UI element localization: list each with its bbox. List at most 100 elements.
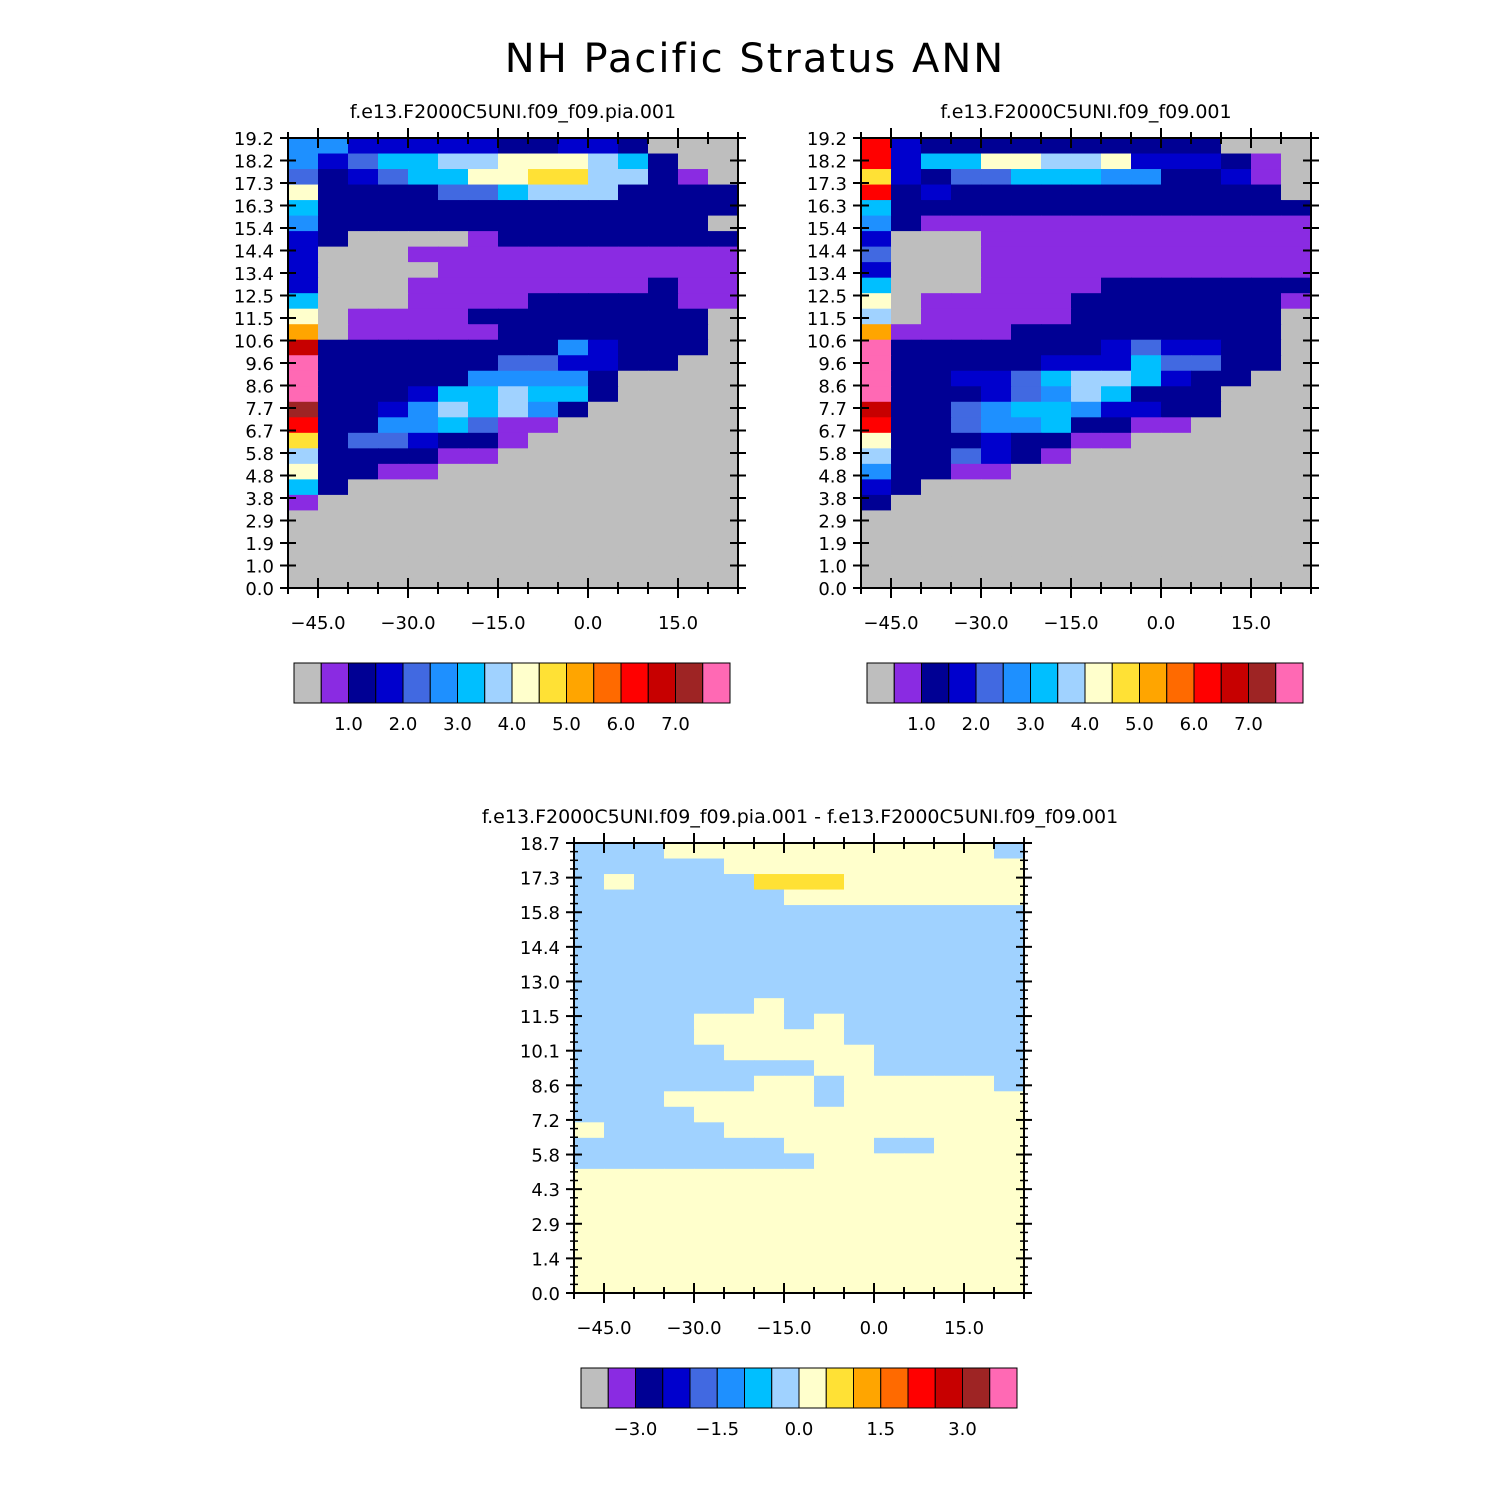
heatmap-cell — [378, 293, 409, 310]
heatmap-cell — [498, 324, 529, 341]
heatmap-cell — [634, 889, 665, 906]
heatmap-cell — [408, 510, 439, 527]
heatmap-cell — [694, 905, 725, 922]
heatmap-cell — [1191, 169, 1222, 186]
heatmap-cell — [981, 262, 1012, 279]
heatmap-cell — [678, 339, 709, 356]
heatmap-cell — [378, 262, 409, 279]
heatmap-cell — [891, 463, 922, 480]
heatmap-cell — [288, 262, 319, 279]
heatmap-cell — [1251, 262, 1282, 279]
heatmap-cell — [648, 184, 679, 201]
heatmap-cell — [1251, 370, 1282, 387]
y-tick-label: 1.4 — [531, 1249, 560, 1270]
heatmap-cell — [1251, 184, 1282, 201]
heatmap-cell — [588, 448, 619, 465]
colorbar-box — [1057, 662, 1086, 704]
heatmap-cell — [1101, 417, 1132, 434]
heatmap-cell — [468, 200, 499, 217]
heatmap-cell — [678, 169, 709, 186]
heatmap-cell — [934, 1215, 965, 1232]
heatmap-cell — [934, 1122, 965, 1139]
heatmap-cell — [468, 308, 499, 325]
heatmap-cell — [694, 1153, 725, 1170]
heatmap-cell — [618, 463, 649, 480]
heatmap-cell — [1101, 138, 1132, 155]
heatmap-cell — [604, 982, 635, 999]
heatmap-cell — [784, 1246, 815, 1263]
heatmap-cell — [678, 479, 709, 496]
y-tick-label: 1.0 — [245, 557, 274, 578]
heatmap-cell — [1191, 277, 1222, 294]
heatmap-cell — [1191, 370, 1222, 387]
heatmap-cell — [634, 1122, 665, 1139]
heatmap-cell — [408, 308, 439, 325]
heatmap-cell — [574, 967, 605, 984]
heatmap-cell — [891, 370, 922, 387]
heatmap-cell — [981, 184, 1012, 201]
heatmap-cell — [1251, 246, 1282, 263]
heatmap-cell — [981, 169, 1012, 186]
heatmap-cell — [1191, 215, 1222, 232]
heatmap-cell — [844, 1261, 875, 1279]
heatmap-cell — [438, 138, 469, 155]
heatmap-cell — [951, 463, 982, 480]
heatmap-cell — [1041, 169, 1072, 186]
heatmap-cell — [921, 370, 952, 387]
heatmap-cell — [1251, 417, 1282, 434]
heatmap-cell — [1041, 572, 1072, 589]
heatmap-cell — [574, 1261, 605, 1279]
heatmap-cell — [784, 1137, 815, 1154]
heatmap-cell — [1251, 525, 1282, 543]
heatmap-cell — [468, 215, 499, 232]
heatmap-cell — [618, 448, 649, 465]
heatmap-cell — [921, 138, 952, 155]
heatmap-cell — [844, 982, 875, 999]
heatmap-cell — [1041, 215, 1072, 232]
heatmap-cell — [378, 169, 409, 186]
heatmap-cell — [558, 308, 589, 325]
heatmap-cell — [288, 308, 319, 325]
heatmap-cell — [1221, 231, 1252, 248]
heatmap-cell — [498, 572, 529, 589]
heatmap-cell — [318, 525, 349, 543]
heatmap-cell — [694, 1184, 725, 1201]
heatmap-cell — [708, 169, 739, 186]
heatmap-cell — [724, 1029, 755, 1046]
heatmap-cell — [468, 169, 499, 186]
heatmap-cell — [408, 138, 439, 155]
heatmap-cell — [814, 1246, 845, 1263]
heatmap-cell — [348, 138, 379, 155]
heatmap-cell — [408, 401, 439, 418]
heatmap-cell — [378, 541, 409, 558]
heatmap-cell — [708, 184, 739, 201]
heatmap-cell — [498, 479, 529, 496]
heatmap-cell — [861, 231, 892, 248]
heatmap-cell — [904, 1137, 935, 1154]
heatmap-cell — [634, 982, 665, 999]
heatmap-cell — [1191, 200, 1222, 217]
heatmap-cell — [1251, 448, 1282, 465]
heatmap-cell — [861, 448, 892, 465]
heatmap-cell — [408, 169, 439, 186]
heatmap-cell — [438, 479, 469, 496]
heatmap-cell — [498, 525, 529, 543]
heatmap-cell — [994, 1013, 1025, 1030]
heatmap-cell — [964, 1075, 995, 1092]
heatmap-cell — [1281, 479, 1312, 496]
y-tick-label: 14.4 — [520, 938, 560, 959]
heatmap-cell — [1011, 494, 1042, 512]
y-tick-label: 10.6 — [807, 332, 847, 353]
heatmap-cell — [694, 1075, 725, 1092]
heatmap-cell — [694, 1277, 725, 1294]
colorbar-box — [934, 1367, 963, 1409]
heatmap-cell — [618, 525, 649, 543]
heatmap-cell — [1161, 246, 1192, 263]
heatmap-cell — [468, 231, 499, 248]
heatmap-cell — [1221, 463, 1252, 480]
x-tick-label: −45.0 — [290, 613, 345, 634]
heatmap-cell — [648, 339, 679, 356]
heatmap-cell — [951, 432, 982, 449]
heatmap-cell — [994, 951, 1025, 968]
